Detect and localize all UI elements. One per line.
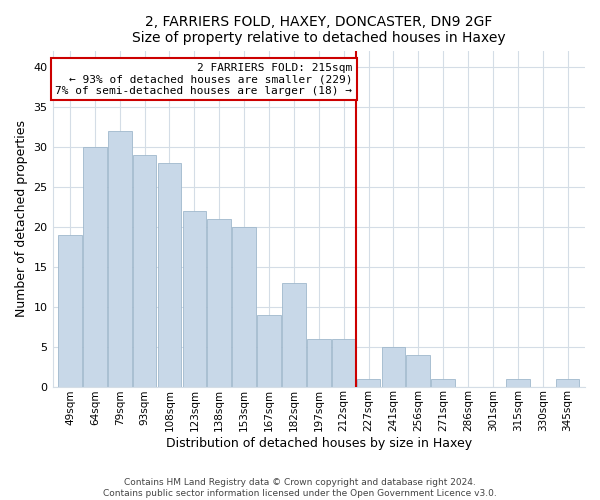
Bar [431, 378, 455, 386]
Bar [332, 338, 355, 386]
Title: 2, FARRIERS FOLD, HAXEY, DONCASTER, DN9 2GF
Size of property relative to detache: 2, FARRIERS FOLD, HAXEY, DONCASTER, DN9 … [132, 15, 506, 45]
Bar [406, 354, 430, 386]
Bar [357, 378, 380, 386]
Bar [182, 210, 206, 386]
Text: 2 FARRIERS FOLD: 215sqm
← 93% of detached houses are smaller (229)
7% of semi-de: 2 FARRIERS FOLD: 215sqm ← 93% of detache… [55, 62, 352, 96]
Bar [83, 146, 107, 386]
Bar [58, 234, 82, 386]
Bar [133, 154, 157, 386]
Bar [382, 346, 405, 387]
Bar [257, 314, 281, 386]
Y-axis label: Number of detached properties: Number of detached properties [15, 120, 28, 317]
Bar [506, 378, 530, 386]
Bar [108, 130, 131, 386]
Bar [282, 282, 306, 387]
Bar [158, 162, 181, 386]
Bar [232, 226, 256, 386]
Bar [556, 378, 580, 386]
X-axis label: Distribution of detached houses by size in Haxey: Distribution of detached houses by size … [166, 437, 472, 450]
Bar [307, 338, 331, 386]
Bar [208, 218, 231, 386]
Text: Contains HM Land Registry data © Crown copyright and database right 2024.
Contai: Contains HM Land Registry data © Crown c… [103, 478, 497, 498]
